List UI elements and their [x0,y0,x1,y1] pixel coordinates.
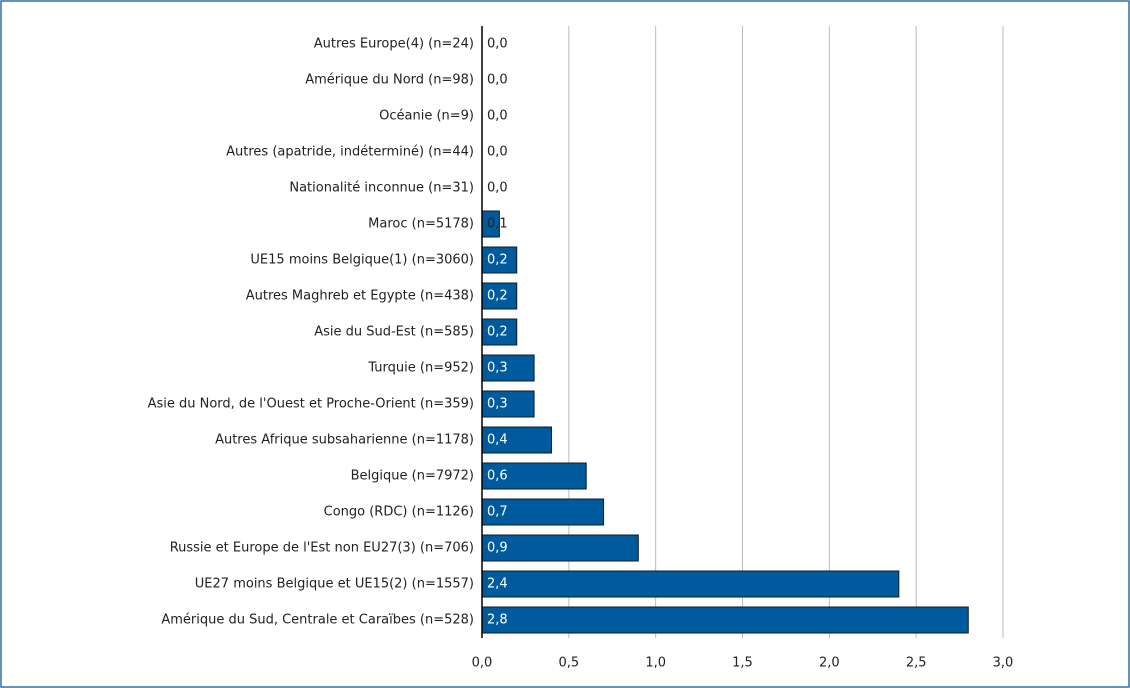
bar [481,426,552,454]
bar [481,318,518,346]
bar [481,390,535,418]
y-tick-label: Autres Maghreb et Egypte (n=438) [246,289,474,304]
y-tick-label: Asie du Nord, de l'Ouest et Proche-Orien… [148,397,474,412]
value-label: 0,9 [487,541,508,556]
bar [481,534,639,562]
y-tick-label: Autres (apatride, indéterminé) (n=44) [226,145,474,160]
value-label: 0,6 [487,469,508,484]
value-label: 0,0 [487,181,508,196]
x-tick-label: 2,5 [906,656,927,671]
x-tick-label: 1,5 [732,656,753,671]
bar [481,462,587,490]
y-tick-label: Océanie (n=9) [379,109,474,124]
value-label: 0,0 [487,109,508,124]
x-tick-label: 0,5 [558,656,579,671]
y-tick-label: Amérique du Sud, Centrale et Caraïbes (n… [161,613,474,628]
bar [481,498,605,526]
y-tick-label: Russie et Europe de l'Est non EU27(3) (n… [170,541,474,556]
value-label: 0,1 [487,217,508,232]
x-tick-label: 3,0 [993,656,1014,671]
y-tick-label: Autres Afrique subsaharienne (n=1178) [215,433,474,448]
value-label: 0,3 [487,361,508,376]
value-label: 2,8 [487,613,508,628]
bar [481,570,900,598]
x-tick-label: 0,0 [472,656,493,671]
y-tick-label: Autres Europe(4) (n=24) [314,37,474,52]
value-label: 2,4 [487,577,508,592]
bar [481,282,518,310]
y-tick-label: Congo (RDC) (n=1126) [324,505,474,520]
x-tick-label: 2,0 [819,656,840,671]
y-tick-label: Belgique (n=7972) [351,469,474,484]
y-tick-label: Maroc (n=5178) [368,217,474,232]
y-tick-label: Nationalité inconnue (n=31) [289,181,474,196]
value-label: 0,0 [487,145,508,160]
value-label: 0,2 [487,325,508,340]
y-tick-label: UE15 moins Belgique(1) (n=3060) [250,253,474,268]
value-label: 0,7 [487,505,508,520]
value-label: 0,0 [487,73,508,88]
value-label: 0,2 [487,253,508,268]
bar [481,354,535,382]
y-tick-label: Turquie (n=952) [367,361,474,376]
value-label: 0,4 [487,433,508,448]
y-tick-label: Asie du Sud-Est (n=585) [314,325,474,340]
y-tick-label: Amérique du Nord (n=98) [305,73,474,88]
y-tick-label: UE27 moins Belgique et UE15(2) (n=1557) [195,577,474,592]
bar [481,606,969,634]
value-label: 0,3 [487,397,508,412]
value-label: 0,2 [487,289,508,304]
x-tick-label: 1,0 [645,656,666,671]
value-label: 0,0 [487,37,508,52]
